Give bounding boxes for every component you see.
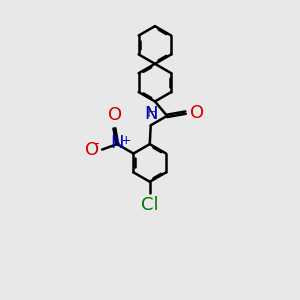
Text: H: H: [146, 106, 157, 120]
Text: +: +: [121, 134, 132, 147]
Text: N: N: [144, 105, 158, 123]
Text: N: N: [110, 134, 124, 152]
Text: O: O: [85, 141, 99, 159]
Text: -: -: [94, 137, 99, 150]
Text: Cl: Cl: [141, 196, 159, 214]
Text: O: O: [190, 103, 204, 122]
Text: O: O: [108, 106, 122, 124]
